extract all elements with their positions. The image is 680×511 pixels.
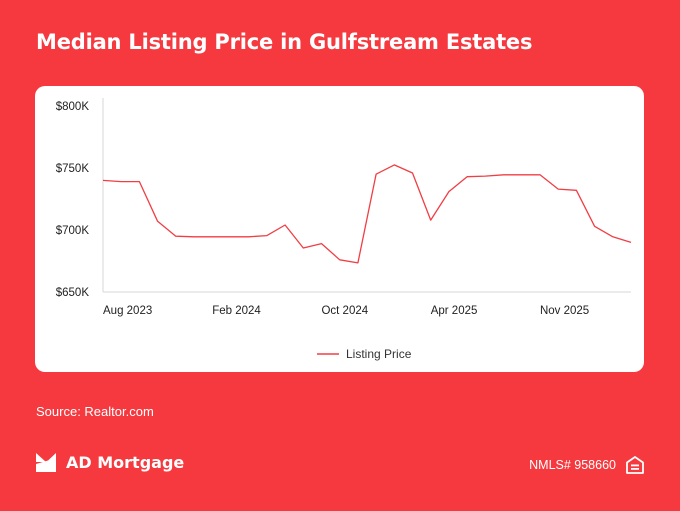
chart-title: Median Listing Price in Gulfstream Estat…: [36, 30, 533, 54]
y-tick-label: $750K: [56, 163, 90, 175]
equal-housing-icon: [626, 456, 644, 474]
x-tick-label: Aug 2023: [103, 305, 152, 317]
source-note: Source: Realtor.com: [36, 404, 154, 419]
x-tick-label: Nov 2025: [540, 305, 589, 317]
y-tick-label: $700K: [56, 225, 90, 237]
chart-card: $650K $700K $750K $800K Aug 2023 Feb 2024 Oct …: [35, 86, 644, 372]
legend-label: Listing Price: [346, 347, 412, 361]
y-tick-label: $650K: [56, 287, 90, 299]
brand-name: AD Mortgage: [66, 452, 185, 472]
nmls-number: NMLS# 958660: [529, 458, 616, 472]
brand: AD Mortgage: [35, 450, 184, 474]
series-line-listing-price: [102, 164, 632, 264]
line-chart: $650K $700K $750K $800K Aug 2023 Feb 2024 Oct …: [56, 98, 632, 361]
y-tick-label: $800K: [56, 101, 90, 113]
x-tick-label: Oct 2024: [321, 305, 368, 317]
nmls-block: NMLS# 958660: [529, 456, 644, 474]
ad-mortgage-logo-icon: [36, 453, 56, 472]
x-tick-label: Apr 2025: [431, 305, 478, 317]
x-tick-label: Feb 2024: [212, 305, 261, 317]
